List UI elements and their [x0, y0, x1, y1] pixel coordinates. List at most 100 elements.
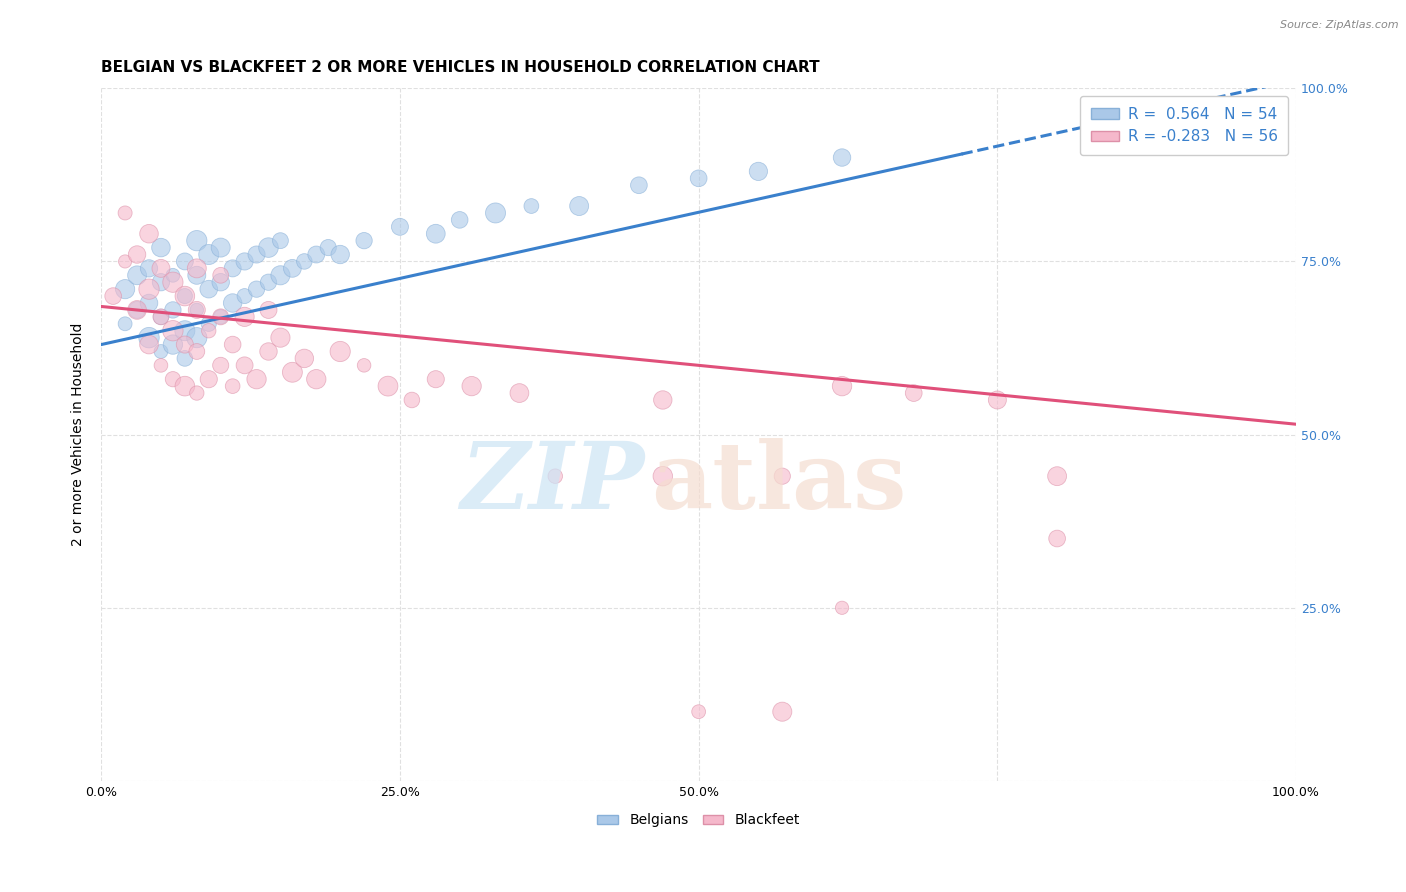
Point [138, 227, 160, 241]
Point [197, 282, 219, 296]
Point [544, 469, 567, 483]
Point [257, 241, 280, 255]
Point [986, 392, 1008, 407]
Point [173, 254, 195, 268]
Y-axis label: 2 or more Vehicles in Household: 2 or more Vehicles in Household [72, 323, 86, 546]
Point [1046, 532, 1069, 546]
Point [831, 151, 853, 165]
Point [233, 310, 256, 324]
Point [269, 234, 291, 248]
Point [186, 234, 208, 248]
Point [233, 254, 256, 268]
Point [651, 392, 673, 407]
Point [221, 261, 243, 276]
Point [173, 289, 195, 303]
Point [316, 241, 339, 255]
Point [627, 178, 650, 193]
Point [197, 247, 219, 261]
Point [149, 241, 172, 255]
Point [508, 386, 530, 401]
Point [114, 206, 136, 220]
Point [149, 261, 172, 276]
Text: ZIP: ZIP [461, 438, 645, 528]
Point [162, 275, 184, 289]
Point [747, 164, 769, 178]
Point [138, 296, 160, 310]
Point [257, 275, 280, 289]
Point [173, 379, 195, 393]
Point [460, 379, 482, 393]
Point [138, 282, 160, 296]
Point [245, 282, 267, 296]
Point [125, 247, 148, 261]
Point [209, 241, 232, 255]
Point [173, 324, 195, 338]
Point [688, 171, 710, 186]
Point [209, 268, 232, 283]
Point [401, 392, 423, 407]
Point [388, 219, 411, 234]
Point [831, 600, 853, 615]
Point [292, 351, 315, 366]
Point [138, 261, 160, 276]
Point [770, 705, 793, 719]
Point [125, 302, 148, 317]
Point [197, 317, 219, 331]
Point [149, 344, 172, 359]
Point [138, 337, 160, 351]
Text: Source: ZipAtlas.com: Source: ZipAtlas.com [1281, 20, 1399, 29]
Point [449, 213, 471, 227]
Point [1046, 469, 1069, 483]
Point [197, 372, 219, 386]
Text: atlas: atlas [651, 438, 907, 528]
Point [149, 275, 172, 289]
Point [353, 234, 375, 248]
Point [162, 324, 184, 338]
Point [269, 268, 291, 283]
Point [125, 268, 148, 283]
Point [245, 247, 267, 261]
Point [520, 199, 543, 213]
Point [425, 372, 447, 386]
Point [149, 310, 172, 324]
Point [770, 469, 793, 483]
Point [425, 227, 447, 241]
Point [138, 331, 160, 345]
Point [173, 337, 195, 351]
Point [186, 261, 208, 276]
Point [186, 268, 208, 283]
Point [269, 331, 291, 345]
Point [162, 372, 184, 386]
Point [292, 254, 315, 268]
Point [114, 282, 136, 296]
Point [209, 275, 232, 289]
Point [329, 344, 352, 359]
Point [101, 289, 124, 303]
Legend: Belgians, Blackfeet: Belgians, Blackfeet [592, 808, 806, 833]
Point [329, 247, 352, 261]
Point [377, 379, 399, 393]
Point [173, 289, 195, 303]
Point [186, 344, 208, 359]
Point [257, 302, 280, 317]
Point [305, 372, 328, 386]
Point [209, 310, 232, 324]
Point [688, 705, 710, 719]
Point [484, 206, 506, 220]
Point [149, 310, 172, 324]
Point [162, 302, 184, 317]
Point [173, 351, 195, 366]
Point [245, 372, 267, 386]
Point [831, 379, 853, 393]
Point [186, 386, 208, 401]
Point [197, 324, 219, 338]
Point [209, 359, 232, 373]
Point [233, 359, 256, 373]
Point [209, 310, 232, 324]
Point [903, 386, 925, 401]
Point [114, 317, 136, 331]
Point [305, 247, 328, 261]
Point [186, 302, 208, 317]
Point [233, 289, 256, 303]
Point [114, 254, 136, 268]
